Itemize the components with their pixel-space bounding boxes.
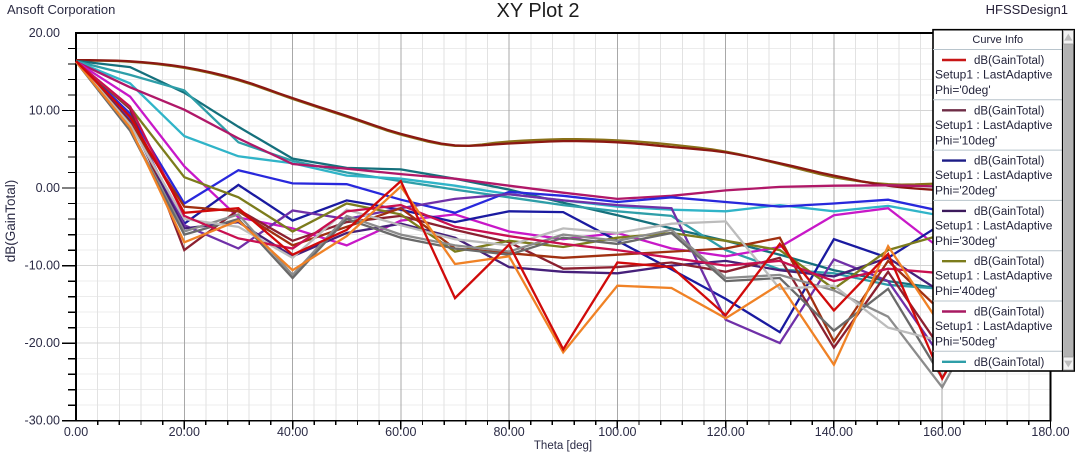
svg-text:180.00: 180.00 (1031, 425, 1069, 439)
svg-text:40.00: 40.00 (277, 425, 308, 439)
svg-text:120.00: 120.00 (707, 425, 745, 439)
svg-text:100.00: 100.00 (598, 425, 636, 439)
svg-text:dB(GainTotal): dB(GainTotal) (974, 206, 1044, 218)
svg-text:80.00: 80.00 (493, 425, 524, 439)
svg-text:-10.00: -10.00 (25, 259, 60, 273)
svg-text:Theta [deg]: Theta [deg] (534, 440, 592, 452)
svg-text:dB(GainTotal): dB(GainTotal) (3, 180, 18, 263)
svg-text:140.00: 140.00 (815, 425, 853, 439)
svg-text:-20.00: -20.00 (25, 336, 60, 350)
svg-text:20.00: 20.00 (29, 26, 60, 40)
svg-text:HFSSDesign1: HFSSDesign1 (986, 2, 1068, 17)
svg-text:20.00: 20.00 (169, 425, 200, 439)
svg-text:dB(GainTotal): dB(GainTotal) (974, 357, 1044, 369)
svg-text:Setup1 : LastAdaptive: Setup1 : LastAdaptive (935, 218, 1053, 232)
svg-text:0.00: 0.00 (64, 425, 88, 439)
svg-text:dB(GainTotal): dB(GainTotal) (974, 55, 1044, 67)
svg-text:Setup1 : LastAdaptive: Setup1 : LastAdaptive (935, 118, 1053, 132)
svg-text:Phi='30deg': Phi='30deg' (935, 234, 997, 248)
svg-text:Setup1 : LastAdaptive: Setup1 : LastAdaptive (935, 269, 1053, 283)
svg-text:Phi='40deg': Phi='40deg' (935, 284, 997, 298)
svg-text:dB(GainTotal): dB(GainTotal) (974, 256, 1044, 268)
svg-text:dB(GainTotal): dB(GainTotal) (974, 307, 1044, 319)
svg-text:dB(GainTotal): dB(GainTotal) (974, 105, 1044, 117)
svg-text:60.00: 60.00 (385, 425, 416, 439)
svg-text:10.00: 10.00 (29, 104, 60, 118)
svg-text:160.00: 160.00 (923, 425, 961, 439)
svg-text:Phi='50deg': Phi='50deg' (935, 335, 997, 349)
svg-text:0.00: 0.00 (36, 181, 60, 195)
svg-text:Setup1 : LastAdaptive: Setup1 : LastAdaptive (935, 68, 1053, 82)
svg-text:Phi='20deg': Phi='20deg' (935, 184, 997, 198)
svg-text:Setup1 : LastAdaptive: Setup1 : LastAdaptive (935, 168, 1053, 182)
svg-text:-30.00: -30.00 (25, 414, 60, 428)
svg-text:dB(GainTotal): dB(GainTotal) (974, 156, 1044, 168)
svg-text:Phi='0deg': Phi='0deg' (935, 83, 991, 97)
svg-text:Setup1 : LastAdaptive: Setup1 : LastAdaptive (935, 319, 1053, 333)
svg-text:XY Plot 2: XY Plot 2 (496, 0, 579, 22)
svg-text:Phi='10deg': Phi='10deg' (935, 133, 997, 147)
svg-text:Ansoft Corporation: Ansoft Corporation (7, 2, 115, 17)
svg-text:Curve Info: Curve Info (972, 34, 1023, 46)
